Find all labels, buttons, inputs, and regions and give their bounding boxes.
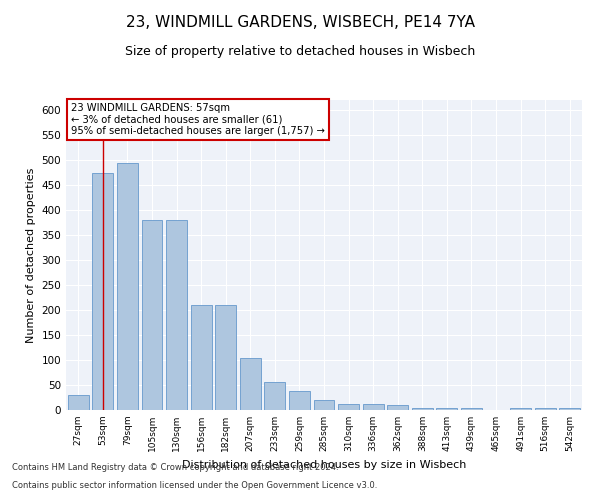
Bar [265, 382, 286, 410]
Text: Contains public sector information licensed under the Open Government Licence v3: Contains public sector information licen… [12, 481, 377, 490]
Bar [215, 305, 236, 410]
Y-axis label: Number of detached properties: Number of detached properties [26, 168, 36, 342]
Bar [387, 405, 408, 410]
X-axis label: Distribution of detached houses by size in Wisbech: Distribution of detached houses by size … [182, 460, 466, 469]
Bar [289, 391, 310, 410]
Bar [412, 408, 433, 410]
Text: 23 WINDMILL GARDENS: 57sqm
← 3% of detached houses are smaller (61)
95% of semi-: 23 WINDMILL GARDENS: 57sqm ← 3% of detac… [71, 103, 325, 136]
Bar [117, 162, 138, 410]
Bar [142, 220, 163, 410]
Bar [362, 404, 383, 410]
Bar [535, 408, 556, 410]
Bar [92, 172, 113, 410]
Bar [314, 400, 334, 410]
Bar [68, 395, 89, 410]
Text: Contains HM Land Registry data © Crown copyright and database right 2024.: Contains HM Land Registry data © Crown c… [12, 464, 338, 472]
Bar [559, 408, 580, 410]
Bar [461, 408, 482, 410]
Bar [338, 404, 359, 410]
Bar [510, 408, 531, 410]
Text: Size of property relative to detached houses in Wisbech: Size of property relative to detached ho… [125, 45, 475, 58]
Bar [166, 220, 187, 410]
Bar [240, 358, 261, 410]
Text: 23, WINDMILL GARDENS, WISBECH, PE14 7YA: 23, WINDMILL GARDENS, WISBECH, PE14 7YA [125, 15, 475, 30]
Bar [191, 305, 212, 410]
Bar [436, 408, 457, 410]
